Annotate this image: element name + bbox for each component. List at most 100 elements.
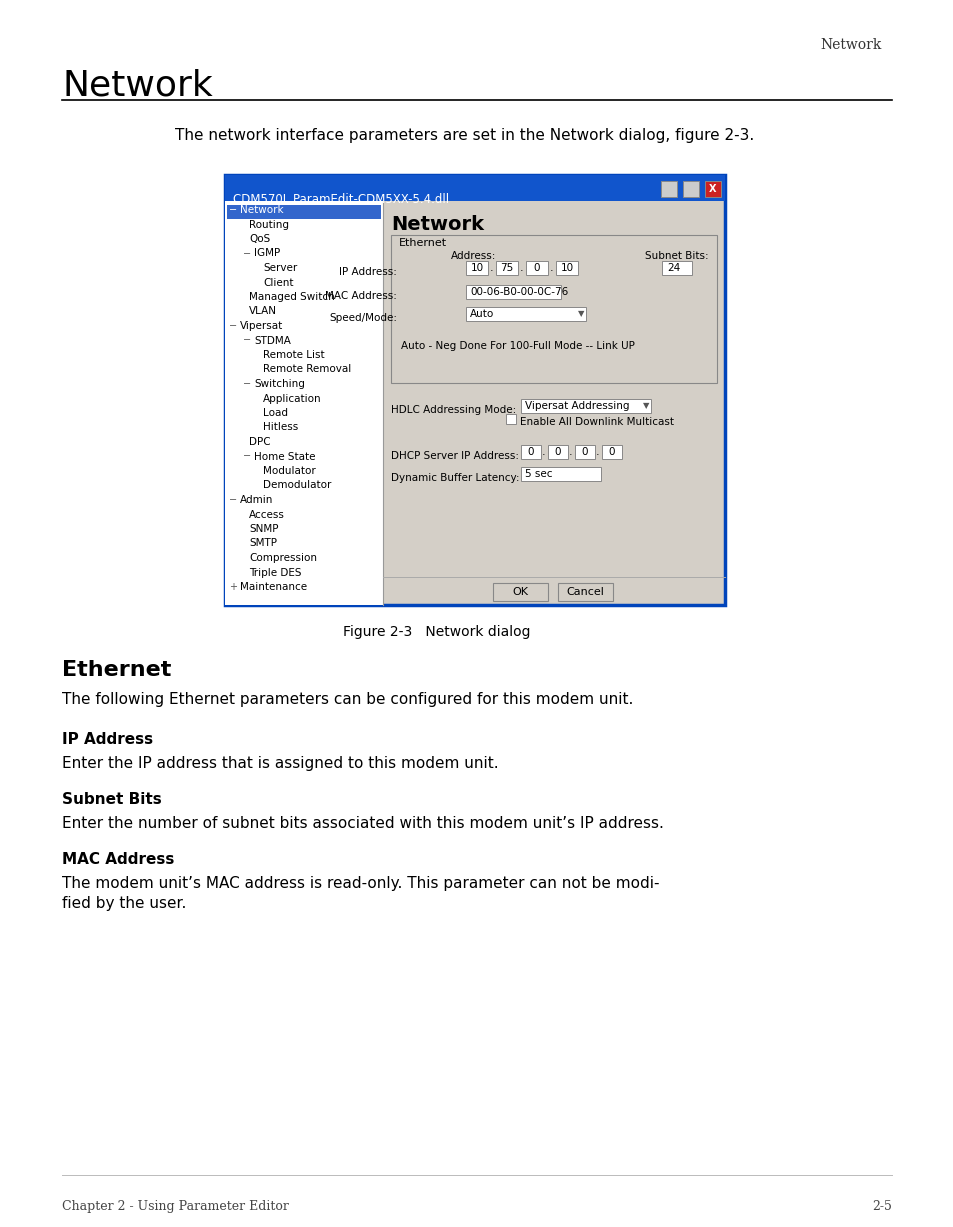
Bar [547,445,567,459]
Text: −: − [243,379,251,389]
FancyBboxPatch shape [391,236,717,383]
Text: Chapter 2 - Using Parameter Editor: Chapter 2 - Using Parameter Editor [62,1200,289,1214]
Text: 0: 0 [581,447,588,456]
Text: 10: 10 [559,263,573,272]
Text: Auto: Auto [470,309,494,319]
Text: Application: Application [263,394,321,404]
Text: IP Address:: IP Address: [338,267,396,277]
Text: SMTP: SMTP [249,539,276,548]
Text: QoS: QoS [249,234,270,244]
Text: Managed Switch: Managed Switch [249,292,335,302]
Text: Dynamic Buffer Latency:: Dynamic Buffer Latency: [391,472,519,483]
Text: Compression: Compression [249,553,316,563]
Text: Modulator: Modulator [263,466,315,476]
Text: fied by the user.: fied by the user. [62,896,186,910]
Text: 5 sec: 5 sec [524,469,552,479]
Text: MAC Address: MAC Address [62,852,174,867]
Text: Admin: Admin [240,494,274,506]
Text: Enable All Downlink Multicast: Enable All Downlink Multicast [519,417,673,427]
Text: The following Ethernet parameters can be configured for this modem unit.: The following Ethernet parameters can be… [62,692,633,707]
Bar [558,583,613,601]
Text: Address:: Address: [451,252,496,261]
Text: Network: Network [62,67,213,102]
Text: 75: 75 [500,263,513,272]
Text: Triple DES: Triple DES [249,568,301,578]
Text: 0: 0 [608,447,615,456]
Text: CDM570L ParamEdit-CDM5XX-5.4.dll: CDM570L ParamEdit-CDM5XX-5.4.dll [233,193,449,206]
Text: .: . [550,263,554,272]
Text: .: . [569,447,572,456]
Text: The modem unit’s MAC address is read-only. This parameter can not be modi-: The modem unit’s MAC address is read-onl… [62,876,659,891]
Bar [682,182,699,198]
Text: X: X [708,184,716,194]
Text: HDLC Addressing Mode:: HDLC Addressing Mode: [391,405,516,415]
Text: Hitless: Hitless [263,422,298,432]
Bar [493,583,547,601]
Bar [465,285,560,299]
Text: Enter the IP address that is assigned to this modem unit.: Enter the IP address that is assigned to… [62,756,498,771]
Text: −: − [243,335,251,346]
Bar [505,413,516,425]
Text: The network interface parameters are set in the Network dialog, figure 2-3.: The network interface parameters are set… [174,128,754,144]
Text: Network: Network [391,215,483,234]
Bar [556,261,578,275]
Text: VLAN: VLAN [249,307,276,317]
Text: Switching: Switching [253,379,305,389]
FancyBboxPatch shape [225,175,724,605]
Text: Subnet Bits:: Subnet Bits: [644,252,708,261]
Bar [520,399,650,413]
Text: −: − [243,452,251,461]
Bar [661,261,691,275]
Text: Ethernet: Ethernet [62,660,172,680]
Bar [225,175,724,201]
Bar [496,261,517,275]
Text: .: . [519,263,523,272]
Text: 2-5: 2-5 [871,1200,891,1214]
Text: Server: Server [263,263,297,272]
Bar [520,445,540,459]
Text: 10: 10 [470,263,483,272]
Text: Enter the number of subnet bits associated with this modem unit’s IP address.: Enter the number of subnet bits associat… [62,816,663,831]
Text: Auto - Neg Done For 100-Full Mode -- Link UP: Auto - Neg Done For 100-Full Mode -- Lin… [400,341,634,351]
Bar [704,182,720,198]
Text: 0: 0 [527,447,534,456]
Text: Network: Network [240,205,283,215]
Bar [575,445,595,459]
Text: Vipersat: Vipersat [240,321,283,331]
Text: DHCP Server IP Address:: DHCP Server IP Address: [391,452,518,461]
Text: Cancel: Cancel [565,587,603,598]
Text: Demodulator: Demodulator [263,481,331,491]
Text: Access: Access [249,509,285,519]
Text: Vipersat Addressing: Vipersat Addressing [524,401,629,411]
Text: ▼: ▼ [578,309,583,319]
Bar [465,261,488,275]
Text: STDMA: STDMA [253,335,291,346]
Text: Network: Network [820,38,881,52]
Text: .: . [541,447,545,456]
Text: MAC Address:: MAC Address: [325,291,396,301]
Text: 24: 24 [666,263,679,272]
Text: Home State: Home State [253,452,315,461]
Bar [225,201,382,605]
Text: Speed/Mode:: Speed/Mode: [329,313,396,323]
Text: 0: 0 [554,447,560,456]
Text: 00-06-B0-00-0C-76: 00-06-B0-00-0C-76 [470,287,568,297]
Bar [660,182,677,198]
Text: SNMP: SNMP [249,524,278,534]
Text: Routing: Routing [249,220,289,229]
Text: Subnet Bits: Subnet Bits [62,791,162,807]
Text: DPC: DPC [249,437,271,447]
Bar [227,205,380,218]
Text: Client: Client [263,277,294,287]
Text: .: . [490,263,494,272]
Text: Load: Load [263,409,288,418]
Text: Figure 2-3   Network dialog: Figure 2-3 Network dialog [343,625,530,639]
Text: −: − [229,494,236,506]
Text: .: . [596,447,599,456]
Text: IGMP: IGMP [253,249,280,259]
Text: IP Address: IP Address [62,733,153,747]
Text: −: − [229,205,236,215]
Text: Maintenance: Maintenance [240,582,307,591]
Bar [525,261,547,275]
Text: −: − [243,249,251,259]
